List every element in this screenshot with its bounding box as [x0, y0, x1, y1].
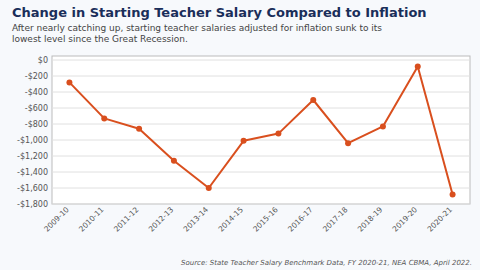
x-tick-label: 2016-17 [286, 205, 315, 234]
line [69, 66, 452, 194]
grid-line [52, 204, 470, 205]
x-tick-label: 2015-16 [251, 205, 280, 234]
point [450, 191, 456, 197]
x-tick-label: 2020-21 [425, 205, 454, 234]
point [310, 97, 316, 103]
point [275, 131, 281, 137]
y-tick-label: -$800 [25, 120, 48, 129]
x-tick-label: 2014-15 [216, 205, 245, 234]
point [171, 158, 177, 164]
point [380, 123, 386, 129]
grid-line [52, 172, 470, 173]
x-tick-label: 2009-10 [42, 205, 71, 234]
y-tick-label: $0 [38, 56, 48, 65]
point [241, 138, 247, 144]
x-tick-label: 2017-18 [321, 205, 350, 234]
x-tick-label: 2018-19 [356, 205, 385, 234]
y-tick-label: -$1,200 [17, 152, 48, 161]
x-tick-label: 2010-11 [77, 205, 106, 234]
y-tick-label: -$1,400 [17, 168, 48, 177]
grid-line [52, 140, 470, 141]
point [136, 126, 142, 132]
plot-frame [52, 56, 470, 204]
grid-line [52, 124, 470, 125]
point [66, 79, 72, 85]
x-tick-label: 2019-20 [391, 205, 420, 234]
point [415, 63, 421, 69]
grid-line [52, 188, 470, 189]
y-tick-label: -$1,800 [17, 200, 48, 209]
title: Change in Starting Teacher Salary Compar… [12, 5, 427, 20]
y-tick-label: -$400 [25, 88, 48, 97]
source: Source: State Teacher Salary Benchmark D… [181, 259, 472, 267]
y-tick-label: -$1,000 [17, 136, 48, 145]
x-tick-label: 2011-12 [112, 205, 141, 234]
x-tick-label: 2012-13 [147, 205, 176, 234]
x-tick-label: 2013-14 [182, 205, 211, 234]
grid-line [52, 156, 470, 157]
y-tick-label: -$200 [25, 72, 48, 81]
point [101, 115, 107, 121]
background [0, 0, 480, 270]
grid-line [52, 108, 470, 109]
grid-line [52, 76, 470, 77]
subtitle: After nearly catching up, starting teach… [12, 23, 382, 44]
grid-line [52, 92, 470, 93]
y-tick-label: -$1,600 [17, 184, 48, 193]
y-tick-label: -$600 [25, 104, 48, 113]
point [345, 140, 351, 146]
point [206, 185, 212, 191]
plot-marks [66, 63, 455, 197]
grid-line [52, 60, 470, 61]
